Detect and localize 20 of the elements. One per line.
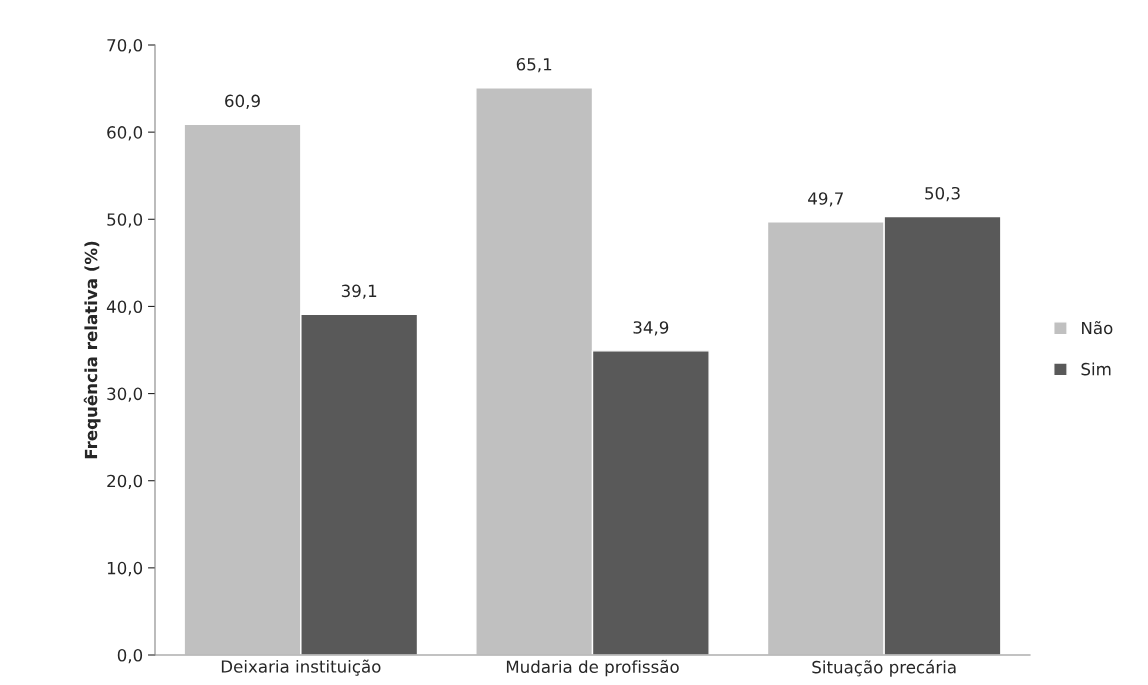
- y-axis-title: Frequência relativa (%): [83, 241, 101, 459]
- y-tick-label: 30,0: [107, 387, 143, 402]
- data-label: 34,9: [633, 321, 669, 336]
- data-label: 39,1: [341, 284, 377, 299]
- legend-label: Não: [1082, 321, 1113, 335]
- x-tick-label: Situação precária: [812, 659, 956, 677]
- data-label: 65,1: [516, 57, 552, 73]
- y-tick-label: 70,0: [107, 38, 143, 54]
- x-tick-label: Mudaria de profissão: [506, 659, 679, 677]
- y-tick-label: 20,0: [107, 474, 143, 489]
- y-tick-label: 10,0: [107, 561, 143, 577]
- data-label: 49,7: [808, 192, 843, 207]
- y-tick-label: 40,0: [106, 300, 143, 315]
- x-tick-label: Deixaria instituição: [221, 659, 381, 676]
- data-label: 50,3: [925, 186, 960, 202]
- data-label: 60,9: [225, 94, 260, 109]
- y-tick-label: 50,0: [107, 213, 143, 228]
- y-tick-label: 60,0: [107, 126, 143, 141]
- y-tick-label: 0,0: [117, 648, 143, 664]
- legend-label: Sim: [1081, 362, 1111, 376]
